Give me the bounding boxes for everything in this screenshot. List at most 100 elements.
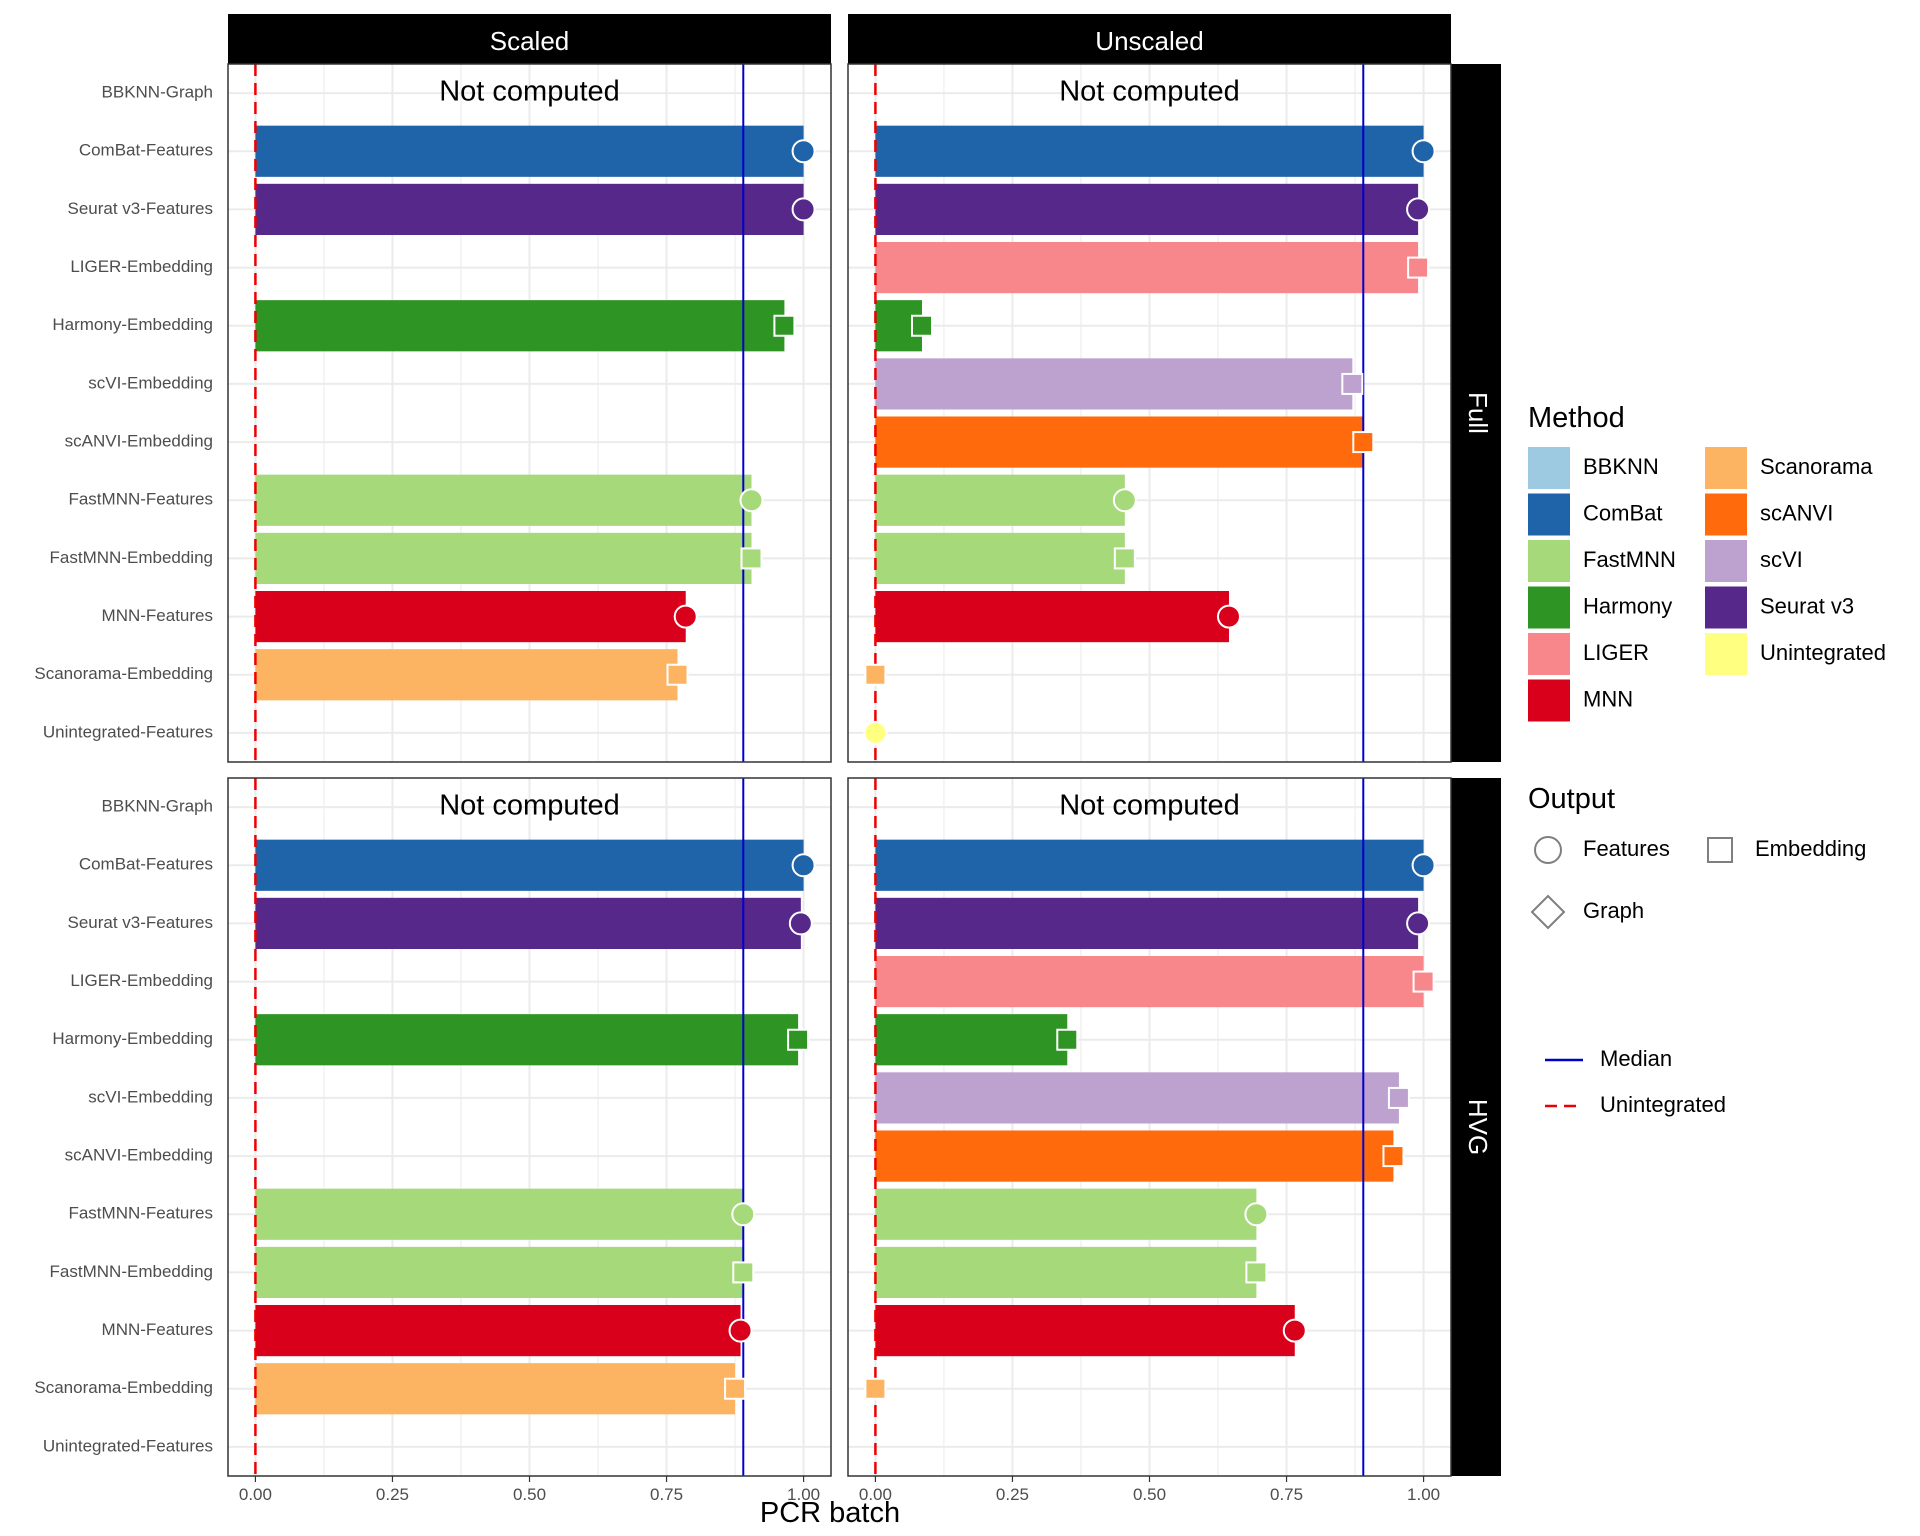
point-fastmnn-features — [731, 1202, 756, 1227]
bar-scanorama-embedding — [255, 1363, 736, 1415]
y-tick-label: FastMNN-Features — [68, 490, 213, 509]
legend-swatch-mnn — [1528, 679, 1570, 722]
point-combat-features — [1411, 139, 1436, 164]
legend-label: Seurat v3 — [1760, 593, 1854, 618]
point-seurat-v3-features — [791, 197, 816, 222]
bar-combat-features — [255, 125, 804, 177]
bar-mnn-features — [875, 1304, 1295, 1357]
bar-fastmnn-embedding — [875, 1246, 1257, 1299]
legend-label: Unintegrated — [1760, 640, 1886, 665]
point-harmony-embedding — [773, 314, 796, 337]
x-axis-title: PCR batch — [760, 1497, 900, 1529]
point-scvi-embedding — [1387, 1086, 1410, 1109]
point-combat-features — [791, 139, 816, 164]
y-tick-label: MNN-Features — [102, 1320, 213, 1339]
legend-label: BBKNN — [1583, 454, 1659, 479]
bar-mnn-features — [875, 590, 1229, 643]
point-harmony-embedding — [1056, 1028, 1079, 1051]
bar-fastmnn-features — [875, 1188, 1257, 1240]
x-tick-label: 0.75 — [1270, 1485, 1303, 1504]
legend-shape-graph — [1530, 894, 1566, 930]
y-tick-label: scVI-Embedding — [88, 373, 213, 392]
legend-label: scVI — [1760, 547, 1803, 572]
facet-strip-unscaled — [848, 14, 1451, 64]
facet-strip-scaled — [228, 14, 831, 64]
point-scvi-embedding — [1341, 372, 1364, 395]
legend-label: Features — [1583, 836, 1670, 861]
point-harmony-embedding — [911, 314, 934, 337]
point-combat-features — [791, 853, 816, 878]
bar-scanvi-embedding — [875, 416, 1364, 468]
panel-border — [847, 63, 1452, 763]
y-tick-label: Unintegrated-Features — [43, 722, 213, 741]
x-tick-label: 0.25 — [996, 1485, 1029, 1504]
point-fastmnn-features — [1112, 488, 1137, 513]
point-scanorama-embedding — [864, 663, 887, 686]
legend-shape-embedding — [1707, 837, 1733, 863]
y-tick-label: FastMNN-Embedding — [50, 1262, 213, 1281]
legend-swatch-harmony — [1528, 586, 1570, 629]
bar-combat-features — [255, 839, 804, 891]
y-tick-label: LIGER-Embedding — [70, 971, 213, 990]
legend-swatch-bbknn — [1528, 447, 1570, 489]
x-tick-label: 0.25 — [376, 1485, 409, 1504]
legend-label: MNN — [1583, 686, 1633, 711]
bar-seurat-v3-features — [255, 897, 801, 950]
facet-strip-label: Scaled — [490, 26, 570, 56]
point-combat-features — [1411, 853, 1436, 878]
legend-label: Embedding — [1755, 836, 1866, 861]
legend-label: Median — [1600, 1046, 1672, 1071]
legend-swatch-scanorama — [1705, 447, 1747, 489]
x-tick-label: 0.50 — [1133, 1485, 1166, 1504]
y-tick-label: FastMNN-Features — [68, 1204, 213, 1223]
point-scanorama-embedding — [724, 1377, 747, 1400]
legend-label: LIGER — [1583, 640, 1649, 665]
not-computed-label: Not computed — [1059, 790, 1240, 822]
bar-scvi-embedding — [875, 358, 1353, 410]
bar-scanvi-embedding — [875, 1130, 1394, 1182]
legend-swatch-seurat-v3 — [1705, 586, 1747, 629]
panel-unscaled-full — [847, 63, 1452, 763]
bar-scvi-embedding — [875, 1072, 1399, 1124]
y-tick-label: Seurat v3-Features — [67, 199, 213, 218]
legend-label: FastMNN — [1583, 547, 1676, 572]
point-fastmnn-features — [739, 488, 764, 513]
y-tick-label: ComBat-Features — [79, 141, 213, 160]
x-tick-label: 1.00 — [1407, 1485, 1440, 1504]
legend-swatch-combat — [1528, 493, 1570, 536]
panel-border — [847, 777, 1452, 1477]
facet-strip-hvg — [1451, 778, 1501, 1476]
point-seurat-v3-features — [788, 911, 813, 936]
point-scanorama-embedding — [666, 663, 689, 686]
legend-label: Scanorama — [1760, 454, 1873, 479]
point-seurat-v3-features — [1406, 197, 1431, 222]
bar-scanorama-embedding — [255, 649, 678, 701]
y-tick-label: FastMNN-Embedding — [50, 548, 213, 567]
bar-harmony-embedding — [255, 300, 785, 352]
point-scanvi-embedding — [1352, 431, 1375, 454]
y-tick-label: Scanorama-Embedding — [34, 1378, 213, 1397]
bar-fastmnn-embedding — [875, 532, 1125, 585]
point-harmony-embedding — [787, 1028, 810, 1051]
point-scanorama-embedding — [864, 1377, 887, 1400]
legend-swatch-unintegrated — [1705, 633, 1747, 675]
legend-swatch-scanvi — [1705, 493, 1747, 536]
bar-fastmnn-features — [255, 474, 752, 526]
bar-fastmnn-features — [255, 1188, 744, 1240]
panel-scaled-full — [227, 63, 832, 763]
bar-mnn-features — [255, 590, 686, 643]
bar-seurat-v3-features — [875, 183, 1419, 236]
legend-swatch-fastmnn — [1528, 540, 1570, 582]
bar-combat-features — [875, 839, 1424, 891]
bar-harmony-embedding — [255, 1014, 799, 1066]
y-tick-label: Unintegrated-Features — [43, 1436, 213, 1455]
bar-fastmnn-embedding — [255, 532, 752, 585]
y-tick-label: Harmony-Embedding — [52, 315, 213, 334]
y-tick-label: Seurat v3-Features — [67, 913, 213, 932]
y-tick-label: LIGER-Embedding — [70, 257, 213, 276]
point-liger-embedding — [1412, 970, 1435, 993]
point-liger-embedding — [1407, 256, 1430, 279]
legend-label: ComBat — [1583, 500, 1662, 525]
point-fastmnn-embedding — [732, 1261, 755, 1284]
